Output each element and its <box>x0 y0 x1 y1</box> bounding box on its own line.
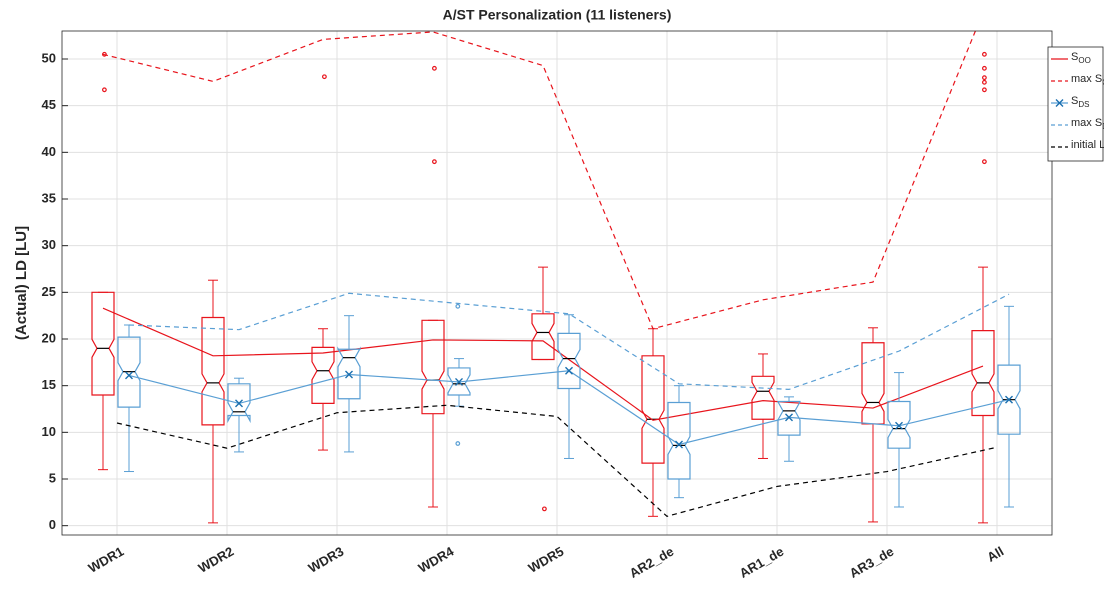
box <box>667 401 691 480</box>
outlier <box>982 159 987 165</box>
box <box>641 355 665 464</box>
line <box>102 31 977 330</box>
mean-marker <box>895 421 903 430</box>
y-tick-label: 5 <box>49 470 56 485</box>
legend-name: S <box>1071 95 1078 107</box>
box <box>997 364 1021 435</box>
box <box>447 367 471 396</box>
y-tick-label: 0 <box>49 517 56 532</box>
box <box>421 319 445 415</box>
y-tick-label: 20 <box>42 330 56 345</box>
outlier <box>322 74 327 80</box>
legend-label: SOO <box>1071 51 1091 65</box>
legend-subscript: DS <box>1102 122 1104 131</box>
y-tick-label: 35 <box>42 190 56 205</box>
legend-name: initial LD <box>1071 139 1104 151</box>
mean-marker <box>345 370 353 379</box>
outlier <box>982 87 987 93</box>
outlier <box>982 65 987 71</box>
outlier <box>101 51 107 57</box>
outlier <box>432 159 437 165</box>
mean-marker <box>235 399 243 408</box>
x-tick-label: All <box>984 544 1006 565</box>
y-tick-label: 40 <box>42 144 56 159</box>
outlier <box>542 506 547 512</box>
box <box>861 342 885 425</box>
box <box>117 336 141 408</box>
legend-subscript: OO <box>1102 78 1104 87</box>
line <box>128 292 1010 391</box>
x-tick-label: AR3_de <box>847 544 896 581</box>
y-tick-label: 15 <box>42 377 56 392</box>
y-tick-label: 10 <box>42 424 56 439</box>
outlier <box>455 303 461 309</box>
box <box>971 330 995 417</box>
box <box>227 383 251 424</box>
plot <box>91 31 1021 524</box>
y-tick-label: 50 <box>42 50 56 65</box>
x-tick-label: WDR4 <box>416 543 457 576</box>
legend-label: initial LD0 <box>1071 139 1104 153</box>
box <box>91 291 115 396</box>
x-tick-label: WDR5 <box>526 544 567 576</box>
mean-marker <box>675 440 683 449</box>
outlier <box>455 441 461 446</box>
mean-marker <box>565 366 573 375</box>
x-tick-label: AR2_de <box>627 544 676 581</box>
legend-label: SDS <box>1071 95 1089 109</box>
legend-marker <box>1055 99 1064 107</box>
legend-name: max S <box>1071 117 1102 129</box>
outlier <box>432 65 437 71</box>
legend-label: max SOO <box>1071 73 1104 87</box>
line <box>116 404 998 517</box>
x-tick-label: WDR3 <box>306 544 347 576</box>
legend-name: S <box>1071 51 1078 63</box>
grid <box>62 31 1052 535</box>
legend-box <box>1047 46 1104 162</box>
outlier <box>101 87 107 93</box>
mean-marker <box>785 413 793 422</box>
box <box>557 332 581 390</box>
outlier <box>982 75 987 81</box>
mean-marker <box>125 371 133 380</box>
box <box>201 316 225 426</box>
mean-line <box>102 307 984 421</box>
y-axis-label: (Actual) LD [LU] <box>13 226 30 340</box>
box <box>337 346 361 400</box>
legend-name: max S <box>1071 73 1102 85</box>
y-tick-label: 45 <box>42 97 56 112</box>
box <box>777 400 801 436</box>
axes-frame <box>61 30 1053 536</box>
x-tick-label: WDR2 <box>196 544 237 576</box>
legend-subscript: OO <box>1078 56 1090 65</box>
outlier <box>982 79 987 85</box>
chart-title: A/ST Personalization (11 listeners) <box>443 7 672 23</box>
mean-marker <box>455 377 463 386</box>
y-tick-label: 30 <box>42 237 56 252</box>
outlier <box>982 51 987 57</box>
x-tick-label: AR1_de <box>737 544 786 581</box>
box <box>311 346 335 404</box>
legend-subscript: DS <box>1078 100 1089 109</box>
y-tick-label: 25 <box>42 284 56 299</box>
box <box>751 375 775 420</box>
legend-label: max SDS <box>1071 117 1104 131</box>
box <box>531 313 555 361</box>
mean-marker <box>1005 395 1013 404</box>
x-tick-label: WDR1 <box>86 544 127 576</box>
